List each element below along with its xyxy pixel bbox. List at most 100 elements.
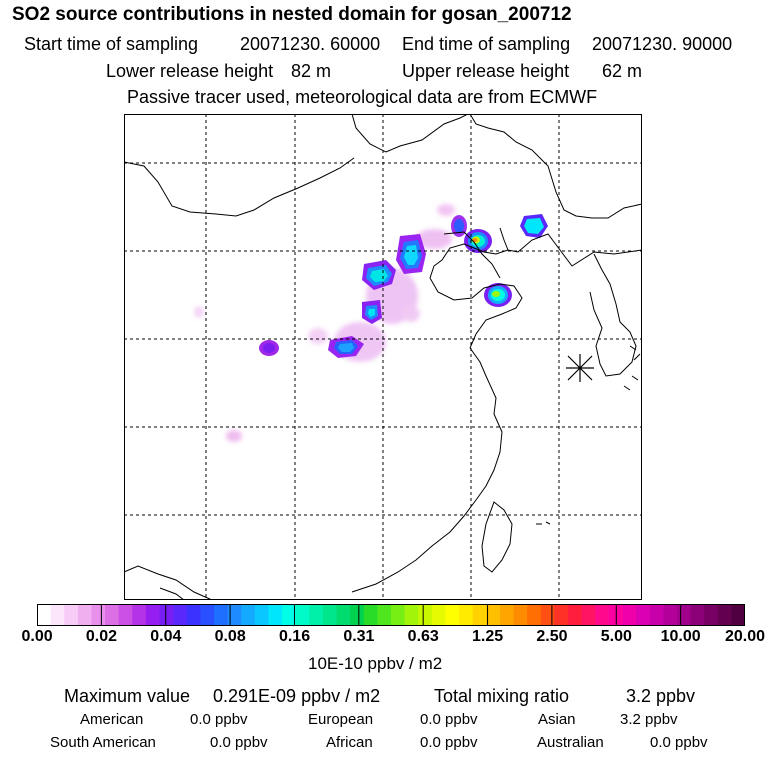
colorbar-cell [690, 604, 705, 626]
colorbar-tick-label: 5.00 [600, 628, 632, 645]
colorbar-cell [445, 604, 460, 626]
region-value: 0.0 ppbv [650, 734, 708, 751]
map-frame [124, 114, 642, 600]
region-value: 0.0 ppbv [210, 734, 268, 751]
colorbar-cell [499, 604, 514, 626]
total-mixing-value: 3.2 ppbv [626, 686, 696, 706]
colorbar-cell [227, 604, 242, 626]
lower-release-label: Lower release height [106, 61, 274, 81]
map-title: SO2 source contributions in nested domai… [12, 4, 572, 25]
colorbar-cell [418, 604, 433, 626]
colorbar-cell [595, 604, 610, 626]
border-line [124, 565, 213, 600]
plume-faint [194, 306, 204, 318]
colorbar-tick-label: 0.63 [407, 628, 439, 645]
colorbar-cell [214, 604, 229, 626]
colorbar-tick-label: 1.25 [472, 628, 504, 645]
plume-peak [492, 291, 500, 297]
concentration-faint-layer [194, 204, 455, 442]
colorbar-tick-label: 0.08 [214, 628, 246, 645]
colorbar-cell [431, 604, 446, 626]
colorbar-units: 10E-10 ppbv / m2 [308, 654, 443, 673]
colorbar-cell [663, 604, 678, 626]
colorbar-cell [282, 604, 297, 626]
colorbar-cell [173, 604, 188, 626]
colorbar-cell [717, 604, 732, 626]
region-name: South American [50, 734, 156, 751]
colorbar-cell [350, 604, 365, 626]
coastline [443, 231, 501, 279]
receptor-marker-icon [566, 354, 594, 382]
colorbar-cell [145, 604, 160, 626]
colorbar-cell [241, 604, 256, 626]
island-marks [623, 345, 641, 391]
colorbar-cell [540, 604, 555, 626]
map-panel [124, 114, 642, 600]
colorbar-cell [731, 604, 745, 626]
colorbar-cell [622, 604, 637, 626]
lat-lon-grid [124, 114, 642, 600]
colorbar-cell [459, 604, 474, 626]
colorbar-cell [50, 604, 65, 626]
colorbar-cell [377, 604, 392, 626]
region-value: 3.2 ppbv [620, 711, 678, 728]
colorbar-cell [527, 604, 542, 626]
plume-faint [308, 328, 328, 344]
colorbar-cell [336, 604, 351, 626]
lower-release-value: 82 m [291, 61, 332, 81]
region-name: Asian [538, 711, 576, 728]
colorbar-tick-label: 0.16 [278, 628, 311, 645]
colorbar-cell [295, 604, 310, 626]
region-value: 0.0 ppbv [190, 711, 248, 728]
plume-core [524, 218, 544, 234]
plume-faint [226, 430, 242, 442]
region-value: 0.0 ppbv [420, 711, 478, 728]
region-name: European [308, 711, 374, 728]
colorbar-cell [704, 604, 719, 626]
colorbar-cell [581, 604, 596, 626]
colorbar-tick-label: 2.50 [536, 628, 568, 645]
plume-core [263, 343, 275, 353]
colorbar-major-dividers [100, 604, 682, 626]
plume-peak [472, 238, 478, 242]
max-value-label: Maximum value [64, 686, 191, 706]
coastline [351, 347, 503, 593]
colorbar-tick-label: 0.00 [21, 628, 53, 645]
colorbar-cell [513, 604, 528, 626]
colorbar-cell [554, 604, 569, 626]
region-value: 0.0 ppbv [420, 734, 478, 751]
colorbar-cell [391, 604, 406, 626]
upper-release-label: Upper release height [402, 61, 570, 81]
border-line [159, 587, 185, 600]
colorbar-cell [309, 604, 324, 626]
upper-release-value: 62 m [602, 61, 643, 81]
colorbar-tick-label: 0.31 [343, 628, 375, 645]
colorbar-cell [636, 604, 651, 626]
colorbar-cell [676, 604, 691, 626]
colorbar-cell [649, 604, 664, 626]
colorbar-cell [200, 604, 215, 626]
coastline [481, 501, 513, 573]
plume-core [368, 309, 375, 317]
colorbar-cell [37, 604, 52, 626]
colorbar-cell [568, 604, 583, 626]
region-name: African [326, 734, 373, 751]
colorbar-cell [132, 604, 147, 626]
plume-core [454, 219, 464, 233]
border-line [469, 114, 642, 219]
colorbar-tick-label: 10.00 [660, 628, 701, 645]
plume-faint [416, 229, 452, 249]
end-time-label: End time of sampling [402, 34, 571, 54]
region-name: Australian [537, 734, 604, 751]
coastline [429, 243, 523, 349]
tracer-note: Passive tracer used, meteorological data… [127, 87, 598, 107]
map-background [124, 114, 642, 600]
coastlines [124, 114, 642, 600]
plume-faint [437, 204, 455, 216]
colorbar-cell [186, 604, 201, 626]
colorbar-cells [37, 604, 745, 626]
end-time-value: 20071230. 90000 [592, 34, 733, 54]
colorbar-cell [363, 604, 378, 626]
plume-faint [402, 306, 420, 322]
plume-core [404, 245, 418, 265]
